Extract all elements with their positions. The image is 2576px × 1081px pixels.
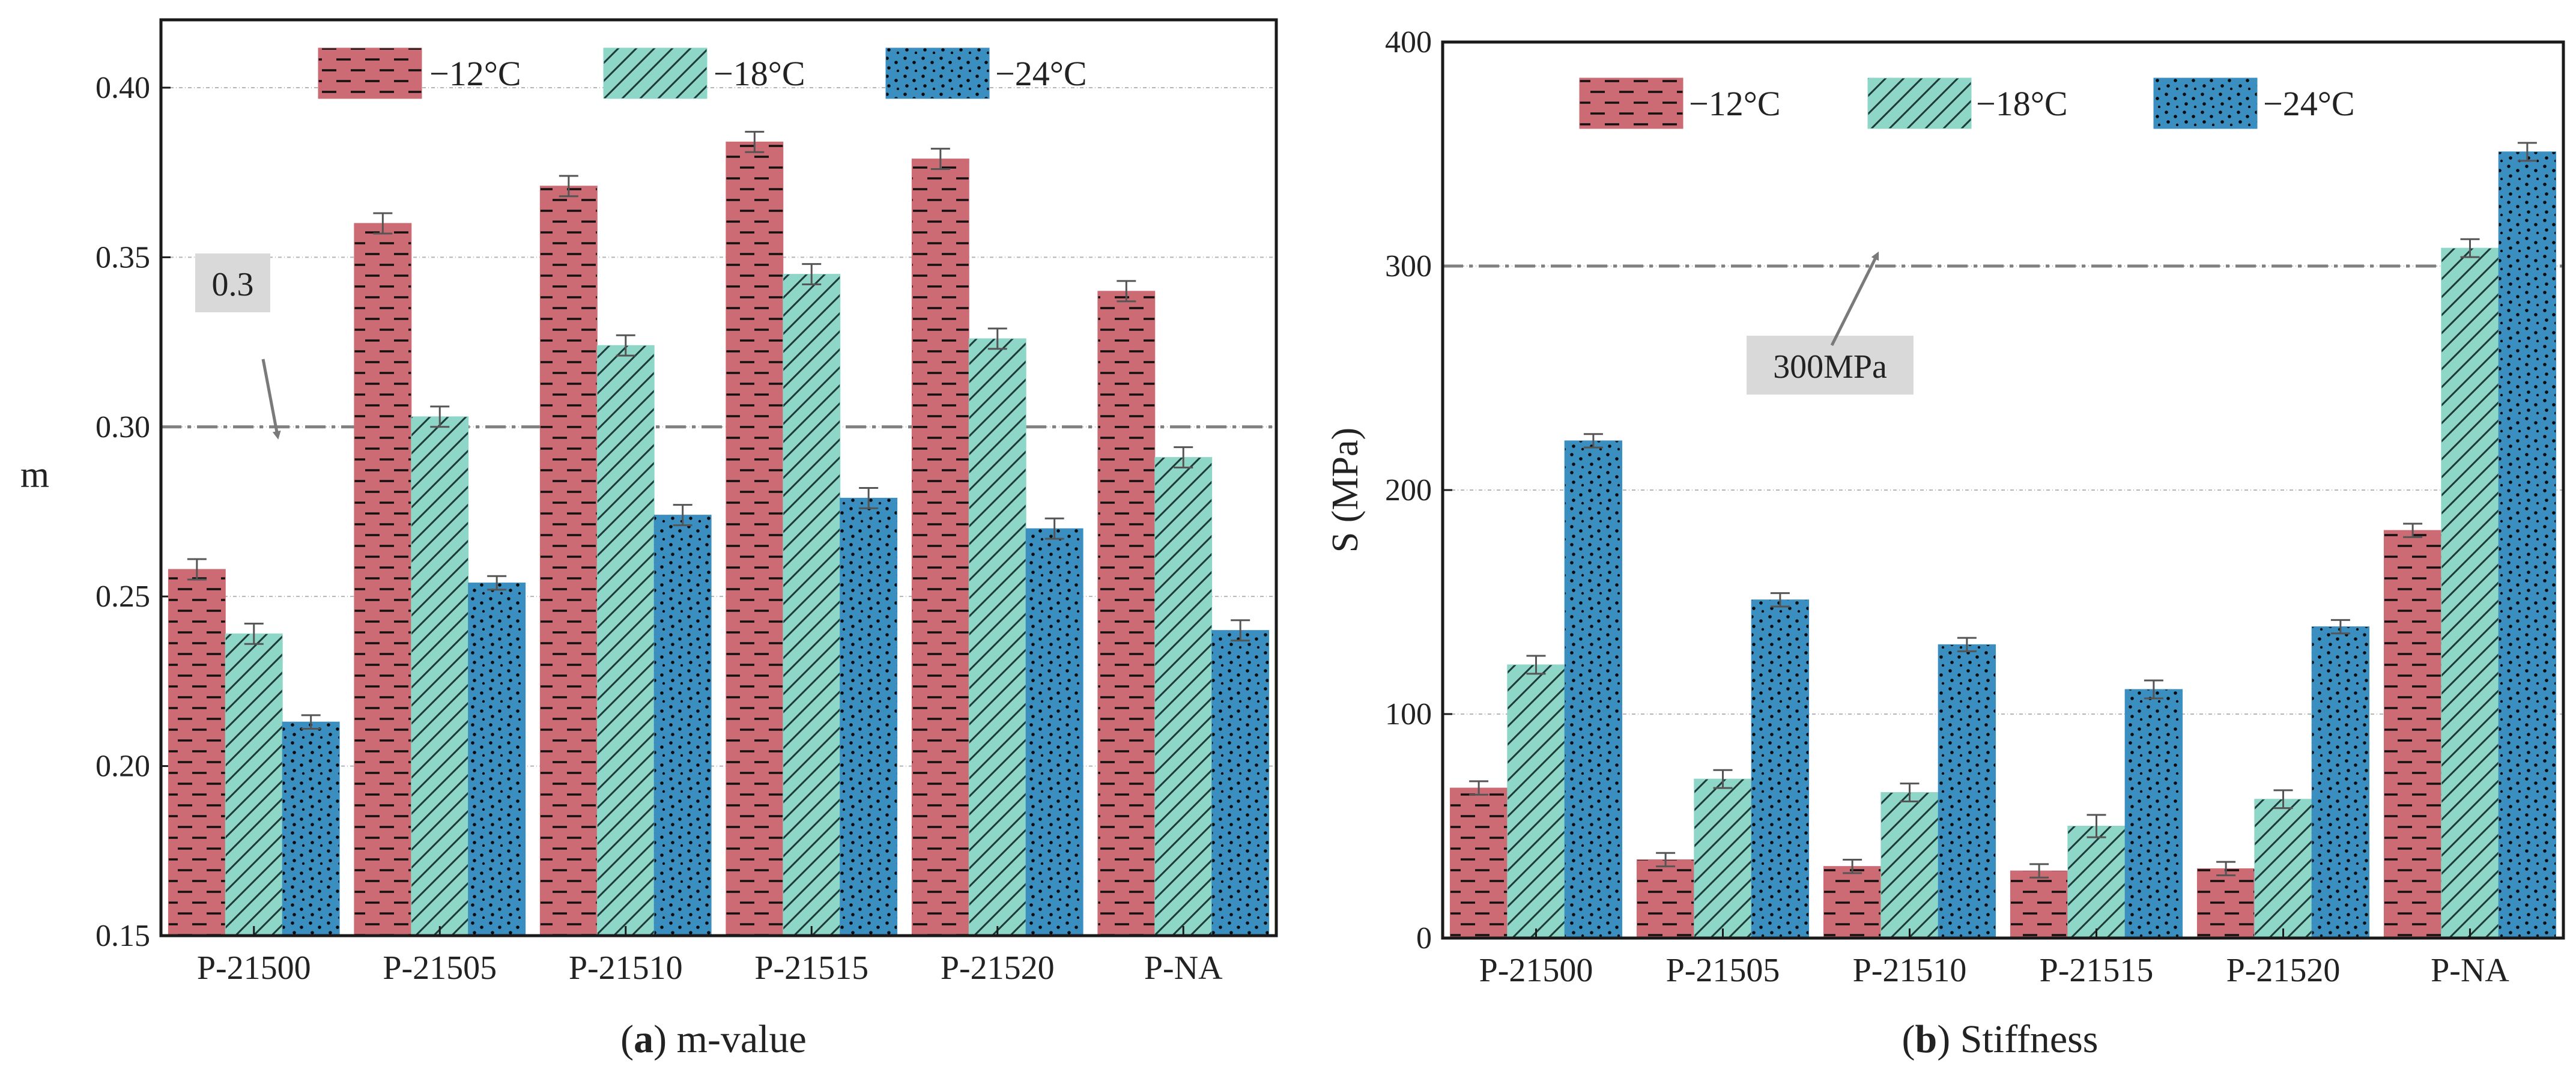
- y-tick-label: 400: [1385, 25, 1432, 59]
- x-tick-label: P-NA: [2431, 952, 2509, 989]
- plot-frame: [1441, 40, 2565, 940]
- chart-panel-m-value: 0.15 0.20 0.25 0.30 0.35 0.40 P-21500 P-21505 P-…: [20, 18, 1278, 1061]
- bar-−18°C-P-21510: [596, 345, 655, 936]
- bar-−24°C-P-21500: [282, 721, 340, 936]
- bar-−24°C-P-21510: [653, 515, 712, 936]
- plot-frame: [159, 18, 1278, 937]
- legend-label-1: −18°C: [714, 54, 805, 93]
- legend-label-1: −18°C: [1976, 84, 2068, 123]
- y-axis-label: m: [20, 455, 49, 495]
- bar-−18°C-P-21515: [783, 274, 841, 936]
- y-tick-label: 200: [1385, 473, 1432, 507]
- bar-−18°C-P-21500: [1507, 664, 1565, 939]
- bar-−12°C-P-21520: [911, 159, 969, 936]
- bar-−24°C-P-NA: [2498, 151, 2557, 939]
- reference-label: 0.3: [212, 266, 254, 303]
- bar-−12°C-P-21520: [2196, 868, 2255, 939]
- y-tick-label: 0.15: [95, 919, 150, 953]
- legend-label-0: −12°C: [1689, 84, 1781, 123]
- y-tick-label: 0.30: [95, 410, 150, 444]
- bar-−24°C-P-21510: [1938, 644, 1996, 939]
- y-tick-label: 100: [1385, 697, 1432, 731]
- bar-−18°C-P-21515: [2067, 826, 2126, 939]
- x-tick-label: P-NA: [1144, 949, 1223, 987]
- x-tick-label: P-21500: [1479, 952, 1593, 989]
- bar-−12°C-P-21515: [2010, 870, 2068, 939]
- bar-−24°C-P-21520: [2311, 626, 2370, 939]
- x-tick-label: P-21510: [1853, 952, 1967, 989]
- x-tick-label: P-21515: [754, 949, 868, 987]
- bar-−18°C-P-21500: [225, 633, 283, 936]
- bar-−12°C-P-21510: [539, 186, 598, 936]
- bar-−18°C-P-NA: [1154, 457, 1213, 936]
- bar-−12°C-P-21500: [1449, 787, 1508, 939]
- legend-swatch-2: [885, 47, 990, 99]
- y-tick-label: 0.35: [95, 240, 150, 274]
- legend-swatch-0: [1579, 77, 1683, 129]
- y-tick-label: 0.40: [95, 71, 150, 105]
- x-tick-label: P-21520: [2226, 952, 2341, 989]
- panel-caption: (a) m-value: [620, 1017, 807, 1061]
- reference-arrow: [1830, 251, 1879, 347]
- x-tick-label: P-21500: [197, 949, 311, 987]
- bar-−24°C-P-21500: [1564, 440, 1623, 939]
- legend-swatch-2: [2153, 77, 2258, 129]
- y-tick-label: 0.20: [95, 749, 150, 784]
- bar-−24°C-P-NA: [1211, 630, 1270, 936]
- legend-swatch-1: [1867, 77, 1972, 129]
- panel-letter: a: [634, 1017, 653, 1061]
- legend-swatch-1: [603, 47, 708, 99]
- bar-−12°C-P-21505: [1636, 859, 1695, 939]
- bar-−18°C-P-21520: [2254, 799, 2312, 939]
- panel-caption-text: Stiffness: [1950, 1017, 2098, 1061]
- x-tick-label: P-21520: [941, 949, 1055, 987]
- bar-−24°C-P-21505: [468, 583, 526, 936]
- panel-caption-text: m-value: [667, 1017, 807, 1061]
- legend-swatch-0: [318, 47, 422, 99]
- reference-label: 300MPa: [1773, 348, 1887, 386]
- bar-−12°C-P-21505: [354, 223, 412, 936]
- y-tick-label: 0: [1416, 921, 1432, 955]
- bar-−18°C-P-21505: [1694, 778, 1752, 939]
- reference-label-box: [195, 253, 270, 312]
- x-tick-label: P-21505: [383, 949, 497, 987]
- legend-label-2: −24°C: [2263, 84, 2355, 123]
- bar-−12°C-P-NA: [1097, 291, 1156, 936]
- bar-−12°C-P-NA: [2383, 530, 2442, 939]
- legend-label-0: −12°C: [429, 54, 521, 93]
- x-tick-label: P-21510: [569, 949, 683, 987]
- reference-arrow: [261, 359, 281, 440]
- bar-−24°C-P-21520: [1025, 528, 1083, 936]
- bar-−24°C-P-21515: [840, 497, 898, 936]
- panel-letter: b: [1915, 1017, 1937, 1061]
- bar-−12°C-P-21500: [168, 569, 226, 936]
- x-tick-label: P-21515: [2040, 952, 2154, 989]
- bar-−24°C-P-21505: [1751, 599, 1810, 939]
- y-tick-label: 0.25: [95, 580, 150, 614]
- bar-−18°C-P-NA: [2441, 247, 2499, 939]
- y-axis-label: S (MPa): [1325, 428, 1366, 553]
- bar-−24°C-P-21515: [2124, 689, 2183, 939]
- legend-label-2: −24°C: [995, 54, 1087, 93]
- reference-label-box: [1747, 336, 1914, 395]
- bar-−18°C-P-21510: [1880, 792, 1939, 939]
- bar-−18°C-P-21520: [968, 338, 1026, 936]
- panel-caption: (b) Stiffness: [1902, 1017, 2099, 1061]
- y-tick-label: 300: [1385, 249, 1432, 283]
- chart-panel-stiffness: 0 100 200 300 400 P-21500 P-21505 P-21510 P-2151…: [1325, 25, 2565, 1061]
- bar-−18°C-P-21505: [411, 416, 469, 936]
- x-tick-label: P-21505: [1666, 952, 1780, 989]
- bar-−12°C-P-21510: [1823, 866, 1882, 939]
- bar-−12°C-P-21515: [726, 141, 784, 936]
